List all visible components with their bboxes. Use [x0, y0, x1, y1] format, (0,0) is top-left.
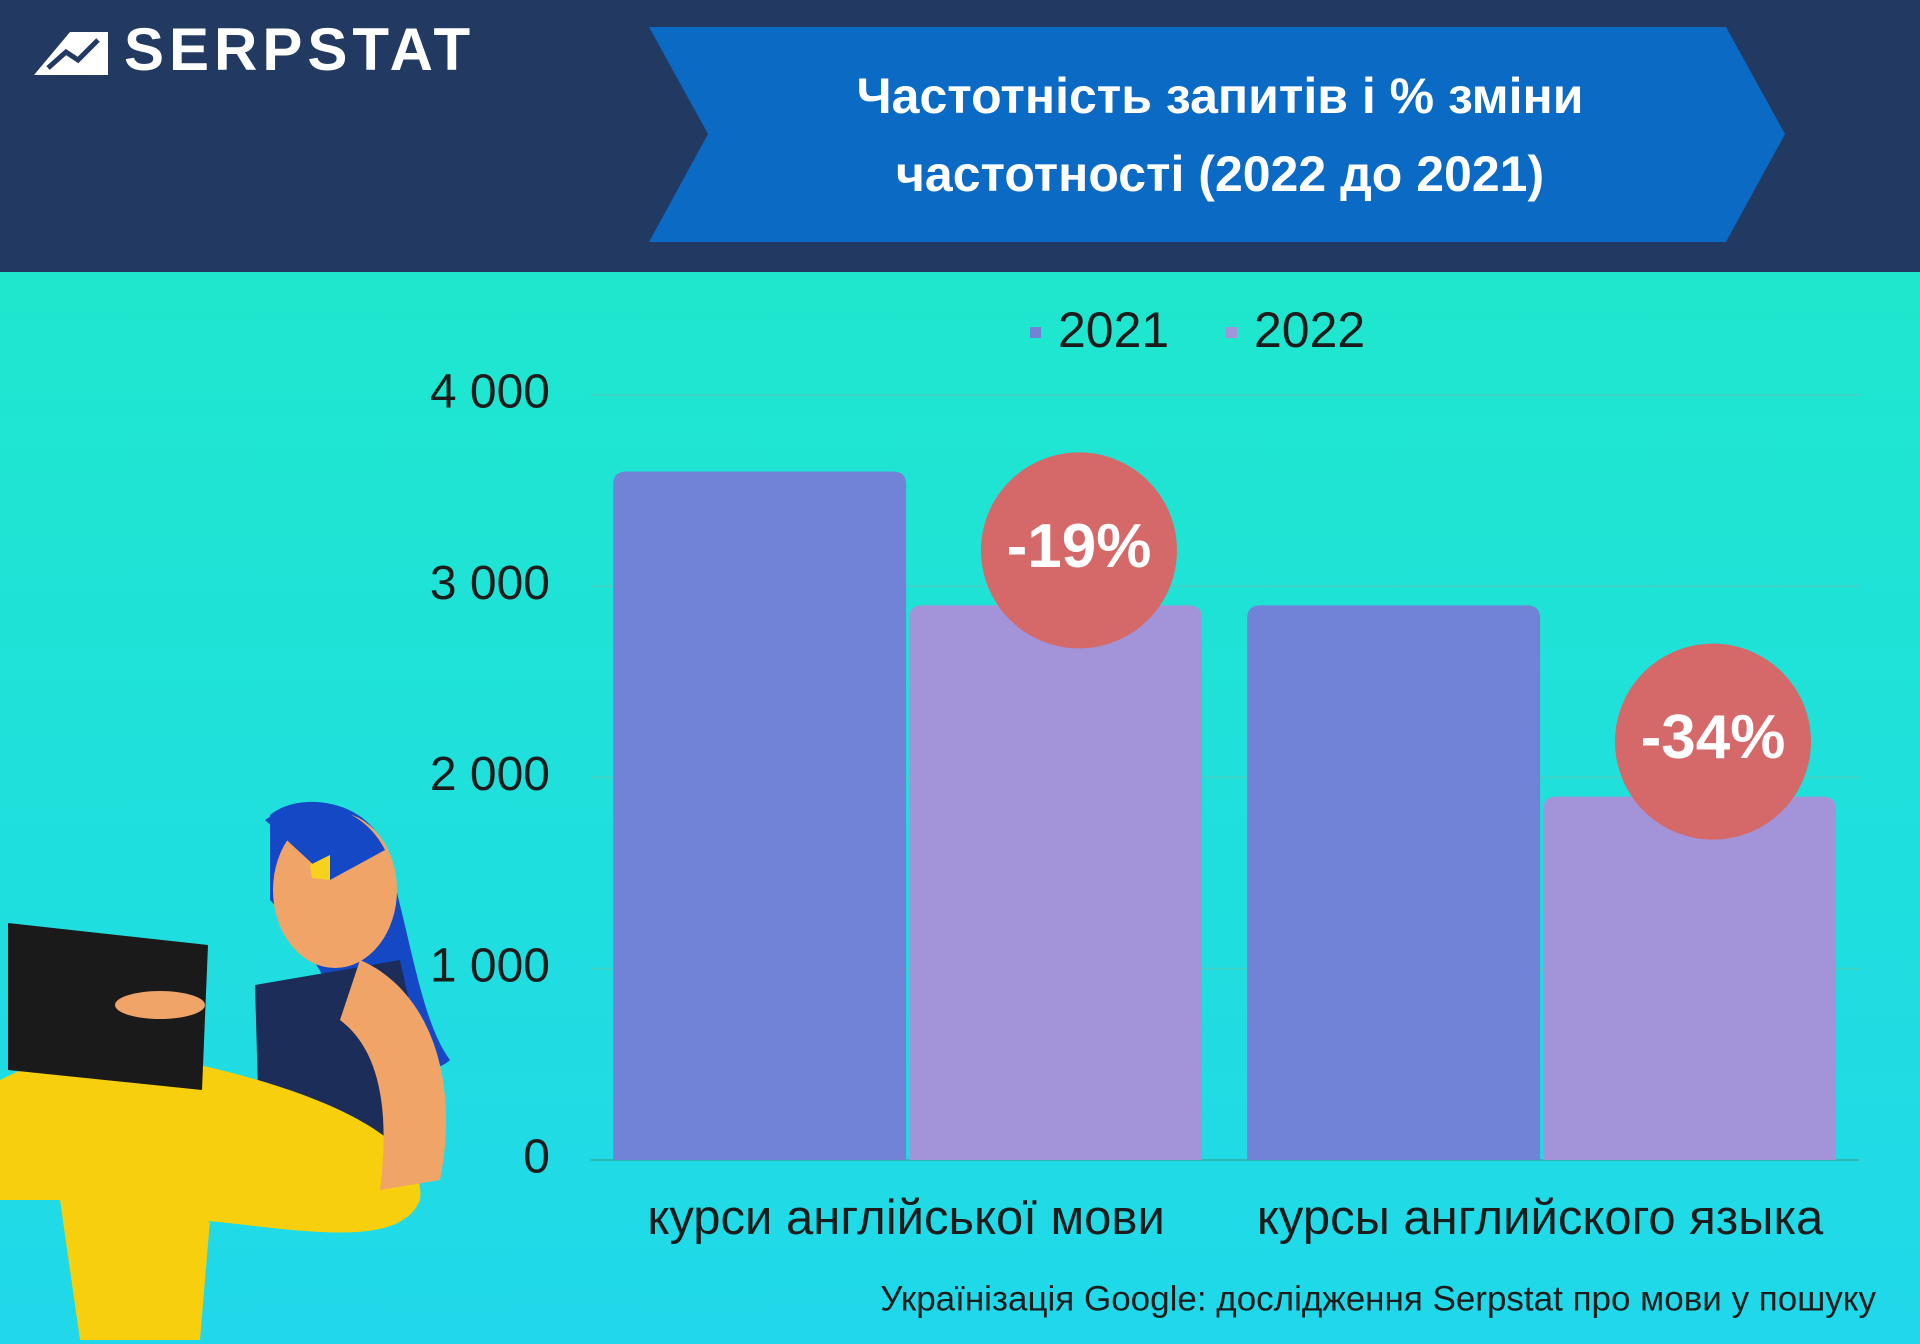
plot: 0 1 000 2 000 3 000 4 000 2021 2022 курси англі… [430, 302, 1859, 1245]
illustration [0, 801, 450, 1340]
x-tick-label: курси англійської мови [647, 1191, 1164, 1245]
bar [1247, 605, 1541, 1160]
y-tick-label: 3 000 [430, 557, 550, 610]
logo: SERPSTAT [124, 16, 475, 83]
bar [613, 471, 907, 1160]
source: Українізація Google: дослідження Serpsta… [880, 1279, 1876, 1318]
y-tick-label: 2 000 [430, 748, 550, 801]
change-label: -19% [1007, 512, 1152, 581]
bar [909, 605, 1203, 1160]
legend-label: 2021 [1058, 302, 1169, 358]
change-badge [980, 452, 1177, 649]
y-tick-label: 0 [523, 1131, 550, 1184]
legend-swatch [1030, 327, 1041, 338]
change-label: -34% [1641, 703, 1786, 772]
legend-label: 2022 [1254, 302, 1365, 358]
y-tick-label: 1 000 [430, 939, 550, 992]
y-tick-label: 4 000 [430, 366, 550, 419]
legend-swatch [1226, 327, 1237, 338]
bar [1543, 796, 1837, 1160]
chart-title: Частотність запитів і % зміни частотност… [856, 68, 1584, 202]
logo-icon [34, 32, 108, 75]
title-box: Частотність запитів і % зміни частотност… [856, 68, 1584, 202]
change-badge [1614, 643, 1811, 840]
title-ribbon [649, 27, 1785, 242]
x-tick-label: курсы английского языка [1257, 1191, 1824, 1245]
